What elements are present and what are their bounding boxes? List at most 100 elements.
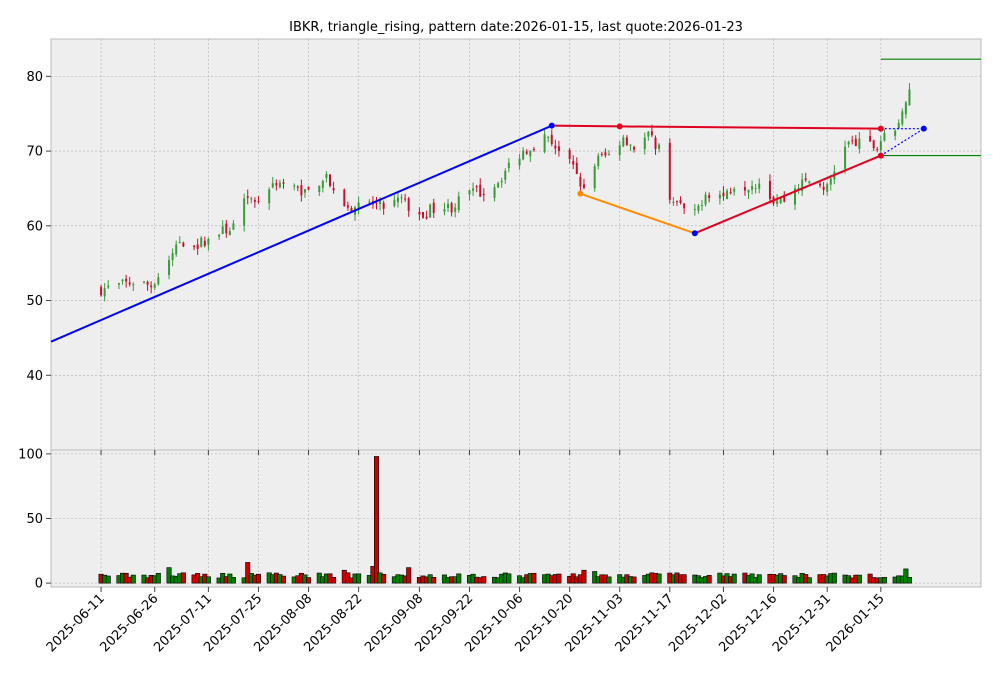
candle-body bbox=[257, 201, 260, 203]
volume-bar bbox=[481, 576, 487, 584]
volume-bar bbox=[581, 569, 587, 584]
volume-bar bbox=[456, 573, 462, 584]
candle-body bbox=[350, 208, 353, 213]
candle-body bbox=[246, 196, 249, 198]
rising-trendline bbox=[694, 154, 882, 235]
candle-body bbox=[100, 286, 103, 296]
candle-body bbox=[532, 148, 535, 150]
candle-body bbox=[547, 137, 550, 139]
candle-body bbox=[275, 183, 278, 186]
volume-tick-label: 100 bbox=[18, 447, 43, 462]
candle-body bbox=[851, 140, 854, 142]
candle-body bbox=[153, 284, 156, 288]
candle-body bbox=[454, 207, 457, 212]
chart-title: IBKR, triangle_rising, pattern date:2026… bbox=[289, 20, 743, 35]
candle-body bbox=[400, 197, 403, 199]
volume-tick-label: 50 bbox=[26, 512, 43, 527]
candle-body bbox=[768, 180, 771, 200]
volume-bar bbox=[903, 568, 909, 584]
candle-body bbox=[357, 202, 360, 208]
candle-body bbox=[157, 277, 160, 285]
candle-body bbox=[379, 200, 382, 205]
candle-body bbox=[143, 281, 145, 283]
pattern-point bbox=[877, 125, 884, 132]
candle-body bbox=[282, 182, 285, 184]
volume-bar bbox=[166, 567, 172, 584]
candle-body bbox=[758, 183, 761, 189]
candle-body bbox=[847, 141, 850, 145]
candle-body bbox=[321, 180, 324, 188]
candle-body bbox=[693, 208, 696, 210]
volume-bar bbox=[130, 574, 136, 584]
candle-body bbox=[250, 198, 253, 200]
candle-body bbox=[221, 226, 224, 234]
volume-bar bbox=[631, 576, 637, 584]
candle-body bbox=[579, 176, 582, 187]
volume-bar bbox=[731, 573, 737, 584]
candle-body bbox=[894, 130, 897, 136]
candle-body bbox=[733, 189, 736, 192]
candle-body bbox=[679, 200, 682, 204]
volume-bar bbox=[656, 573, 662, 584]
candle-body bbox=[633, 147, 636, 150]
volume-bar bbox=[806, 577, 812, 584]
candle-body bbox=[325, 174, 328, 178]
candle-body bbox=[178, 242, 181, 244]
candle-body bbox=[701, 205, 703, 207]
volume-bar bbox=[681, 574, 687, 584]
volume-bar bbox=[306, 577, 312, 584]
candle-body bbox=[572, 160, 575, 165]
candle-body bbox=[901, 111, 904, 125]
candle-body bbox=[872, 140, 875, 149]
candle-body bbox=[504, 170, 507, 180]
candle-body bbox=[253, 199, 256, 202]
candle-body bbox=[593, 166, 596, 189]
volume-bar bbox=[155, 572, 161, 584]
candle-body bbox=[751, 186, 754, 190]
volume-bar bbox=[356, 573, 362, 584]
candle-body bbox=[600, 153, 603, 155]
candle-body bbox=[303, 189, 306, 193]
pattern-point bbox=[877, 152, 884, 159]
candle-body bbox=[475, 186, 478, 188]
volume-bar bbox=[105, 575, 111, 584]
candle-body bbox=[629, 144, 632, 146]
volume-tick-label: 0 bbox=[35, 577, 43, 592]
x-tick-label: 2026-01-15 bbox=[824, 591, 888, 655]
candle-body bbox=[908, 89, 911, 106]
candle-body bbox=[858, 138, 861, 149]
y-tick-label: 40 bbox=[26, 369, 43, 384]
candle-body bbox=[225, 223, 228, 234]
candle-body bbox=[146, 281, 149, 285]
candle-body bbox=[743, 187, 746, 191]
candle-body bbox=[822, 186, 825, 191]
volume-bar bbox=[280, 575, 286, 584]
candle-body bbox=[443, 209, 446, 212]
candle-body bbox=[429, 204, 432, 218]
y-tick-label: 70 bbox=[26, 145, 43, 160]
volume-bar bbox=[205, 576, 211, 584]
orange-trendline bbox=[580, 192, 696, 235]
candle-body bbox=[658, 144, 661, 149]
candle-body bbox=[747, 189, 750, 193]
candle-body bbox=[207, 239, 210, 245]
candle-body bbox=[375, 203, 378, 205]
volume-bar bbox=[381, 573, 387, 584]
candle-body bbox=[604, 152, 607, 156]
candle-body bbox=[829, 178, 832, 185]
pattern-point bbox=[920, 125, 927, 132]
candle-body bbox=[121, 279, 124, 282]
candle-body bbox=[869, 136, 872, 142]
support-trendline bbox=[50, 124, 553, 343]
candle-body bbox=[804, 178, 807, 181]
candle-body bbox=[479, 184, 482, 197]
candle-body bbox=[343, 189, 346, 207]
volume-bar bbox=[906, 577, 912, 584]
candle-body bbox=[826, 184, 829, 192]
candle-body bbox=[876, 149, 879, 151]
candle-body bbox=[500, 180, 503, 183]
candle-body bbox=[407, 198, 410, 211]
candle-body bbox=[393, 199, 396, 207]
candle-body bbox=[132, 284, 135, 286]
candle-body bbox=[783, 194, 786, 202]
